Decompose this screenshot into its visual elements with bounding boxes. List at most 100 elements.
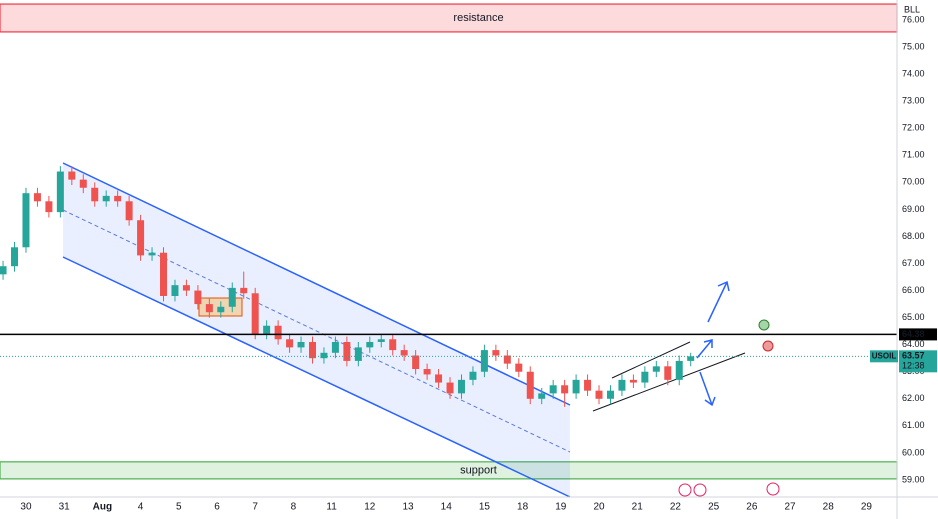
candle-body — [125, 201, 133, 221]
x-tick-label: 20 — [593, 502, 605, 513]
y-tick-label: 71.00 — [902, 150, 925, 160]
candle-body — [343, 341, 351, 361]
arrow-small — [696, 339, 713, 359]
zone — [0, 461, 898, 480]
wedge-lower — [592, 352, 746, 412]
target-red — [762, 340, 774, 352]
candle-body — [91, 187, 99, 202]
x-tick-label: 5 — [176, 502, 182, 513]
candle-body — [526, 371, 534, 399]
candle-body — [561, 385, 569, 394]
y-tick-label: 59.00 — [902, 474, 925, 484]
candle-body — [584, 379, 592, 391]
candle-body — [45, 201, 53, 213]
y-tick-label: 67.00 — [902, 258, 925, 268]
candle-body — [618, 379, 626, 391]
price-tag — [899, 350, 937, 373]
y-tick-label: 74.00 — [902, 69, 925, 79]
candle-body — [595, 390, 603, 399]
x-tick-label: 4 — [138, 502, 144, 513]
event-icon — [678, 483, 692, 497]
candle-body — [194, 290, 202, 305]
candle-body — [412, 355, 420, 370]
x-tick-label: 15 — [479, 502, 491, 513]
y-tick-label: 75.00 — [902, 41, 925, 51]
target-green — [758, 319, 770, 331]
x-tick-label: Aug — [93, 502, 112, 513]
candle-body — [641, 371, 649, 383]
candle-body — [377, 339, 385, 342]
candle-body — [354, 347, 362, 361]
y-tick-label: 69.00 — [902, 204, 925, 214]
x-tick-label: 27 — [784, 502, 796, 513]
candle-body — [274, 325, 282, 340]
candle-body — [389, 339, 397, 351]
candle-body — [629, 379, 637, 383]
y-tick-label: 64.00 — [902, 339, 925, 349]
x-tick-label: 18 — [517, 502, 529, 513]
candle-body — [503, 355, 511, 364]
x-tick-label: 6 — [214, 502, 220, 513]
y-tick-label: 76.00 — [902, 14, 925, 24]
price-label: 63.57 — [902, 351, 925, 361]
arrow-down — [699, 371, 716, 407]
event-icon — [693, 483, 707, 497]
level-label: 64.38 — [902, 329, 925, 339]
candle-body — [687, 356, 695, 361]
x-tick-label: 14 — [441, 502, 453, 513]
zone-label: support — [460, 464, 497, 476]
x-tick-label: 8 — [291, 502, 297, 513]
candle-body — [457, 379, 465, 394]
candle-body — [205, 304, 213, 313]
symbol-tag — [870, 350, 898, 363]
candle-body — [515, 363, 523, 372]
y-tick-label: 72.00 — [902, 123, 925, 133]
candle-body — [435, 374, 443, 383]
candle-body — [366, 341, 374, 348]
corner-label: BLL — [904, 4, 920, 14]
y-tick-label: 73.00 — [902, 96, 925, 106]
candle-body — [664, 366, 672, 380]
candle-body — [652, 366, 660, 372]
zone — [0, 3, 898, 33]
candle-body — [251, 293, 259, 334]
x-tick-label: 19 — [555, 502, 567, 513]
candle-body — [217, 306, 225, 313]
x-tick-label: 26 — [746, 502, 758, 513]
candle-body — [228, 287, 236, 307]
candle-body — [11, 247, 19, 267]
x-tick-label: 30 — [20, 502, 32, 513]
x-tick-label: 13 — [402, 502, 414, 513]
x-tick-label: 7 — [252, 502, 258, 513]
x-tick-label: 12 — [364, 502, 376, 513]
candle-body — [480, 350, 488, 372]
levels — [0, 333, 897, 357]
x-tick-label: 11 — [326, 502, 337, 513]
candle-body — [182, 285, 190, 291]
candle-body — [22, 193, 30, 248]
candle-body — [423, 369, 431, 375]
arrow-up — [707, 280, 730, 323]
candle-body — [400, 350, 408, 356]
candle-body — [171, 285, 179, 296]
candle-body — [160, 252, 168, 296]
candle-body — [492, 350, 500, 356]
candle-body — [56, 171, 64, 213]
y-tick-label: 66.00 — [902, 285, 925, 295]
zones: resistance support — [0, 3, 898, 480]
event-icon — [766, 482, 780, 496]
y-tick-label: 68.00 — [902, 231, 925, 241]
x-tick-label: 28 — [823, 502, 835, 513]
x-tick-label: 29 — [861, 502, 873, 513]
candle-body — [549, 385, 557, 394]
x-tick-label: 22 — [670, 502, 682, 513]
candle-body — [469, 371, 477, 380]
level-tag — [899, 328, 937, 341]
candle-body — [33, 193, 41, 202]
candle-body — [446, 382, 454, 394]
x-tick-label: 21 — [632, 502, 644, 513]
candle-body — [68, 171, 76, 180]
candle-body — [331, 341, 339, 353]
